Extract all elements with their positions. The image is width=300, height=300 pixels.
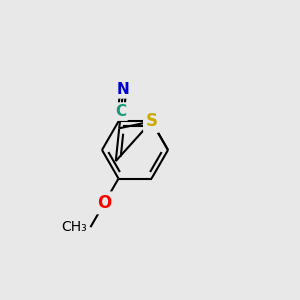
Text: CH₃: CH₃ bbox=[62, 220, 88, 234]
Text: C: C bbox=[116, 104, 127, 119]
Text: O: O bbox=[97, 194, 112, 212]
Text: S: S bbox=[146, 112, 158, 130]
Text: N: N bbox=[117, 82, 130, 97]
